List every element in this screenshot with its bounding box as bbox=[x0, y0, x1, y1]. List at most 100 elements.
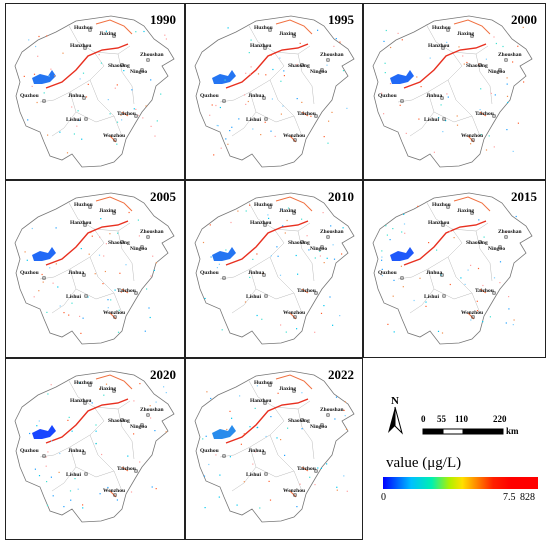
city-label-zhoushan: Zhoushan bbox=[140, 229, 164, 235]
city-marker bbox=[441, 293, 447, 299]
city-marker bbox=[299, 239, 305, 245]
city-label-quzhou: Quzhou bbox=[378, 270, 397, 276]
province-map bbox=[372, 15, 533, 168]
city-marker bbox=[399, 275, 405, 281]
panel-year: 2005 bbox=[150, 189, 176, 204]
city-label-huzhou: Huzhou bbox=[74, 202, 93, 208]
province-map bbox=[194, 15, 355, 168]
scale-tick-110: 110 bbox=[455, 414, 469, 424]
panel-year: 2000 bbox=[511, 12, 537, 27]
river-high bbox=[225, 398, 309, 444]
city-marker bbox=[133, 113, 139, 119]
city-marker bbox=[313, 290, 319, 296]
city-label-huzhou: Huzhou bbox=[254, 380, 273, 386]
city-label-jinhua: Jinhua bbox=[248, 93, 265, 99]
city-marker bbox=[491, 113, 497, 119]
city-marker bbox=[267, 204, 273, 210]
city-marker bbox=[503, 57, 509, 63]
city-marker bbox=[469, 210, 475, 216]
city-label-taizhou: Taizhou bbox=[475, 111, 494, 117]
city-label-wenzhou: Wenzhou bbox=[461, 310, 484, 316]
city-marker bbox=[139, 67, 145, 73]
city-marker bbox=[319, 422, 325, 428]
city-label-taizhou: Taizhou bbox=[297, 111, 316, 117]
city-label-hanzhou: Hanzhou bbox=[70, 43, 92, 49]
city-label-lishui: Lishui bbox=[66, 294, 81, 300]
city-label-wenzhou: Wenzhou bbox=[283, 133, 306, 139]
city-marker bbox=[119, 417, 125, 423]
city-label-hanzhou: Hanzhou bbox=[250, 43, 272, 49]
map-panel-1990: 1990 Huzhou Jiaxing Hanzhou Zhoushan Shaoxing… bbox=[5, 3, 185, 180]
panel-year: 2015 bbox=[511, 189, 537, 204]
city-marker bbox=[87, 382, 93, 388]
city-label-zhoushan: Zhoushan bbox=[140, 52, 164, 58]
city-marker bbox=[139, 422, 145, 428]
city-label-jiaxing: Jiaxing bbox=[457, 208, 475, 214]
city-marker bbox=[221, 98, 227, 104]
lake bbox=[32, 425, 56, 439]
city-label-ningbo: Ningbo bbox=[310, 424, 328, 430]
city-label-hanzhou: Hanzhou bbox=[70, 220, 92, 226]
city-marker bbox=[262, 400, 268, 406]
city-marker bbox=[263, 471, 269, 477]
city-label-shaoxing: Shaoxing bbox=[466, 240, 488, 246]
city-marker bbox=[41, 98, 47, 104]
city-label-quzhou: Quzhou bbox=[20, 448, 39, 454]
city-marker bbox=[470, 314, 476, 320]
lake bbox=[212, 425, 236, 439]
legend-frame bbox=[363, 358, 546, 540]
city-marker bbox=[112, 314, 118, 320]
city-marker bbox=[41, 275, 47, 281]
city-marker bbox=[145, 412, 151, 418]
city-marker bbox=[133, 290, 139, 296]
city-marker bbox=[261, 272, 267, 278]
city-marker bbox=[261, 95, 267, 101]
map-panel-2022: 2022 Huzhou Jiaxing Hanzhou Zhoushan Shaoxing… bbox=[185, 358, 363, 540]
city-marker bbox=[291, 210, 297, 216]
city-marker bbox=[139, 244, 145, 250]
city-marker bbox=[445, 204, 451, 210]
lake bbox=[212, 247, 236, 261]
lake bbox=[32, 70, 56, 84]
city-label-shaoxing: Shaoxing bbox=[288, 418, 310, 424]
panel-year: 2010 bbox=[328, 189, 354, 204]
city-marker bbox=[262, 222, 268, 228]
city-marker bbox=[299, 417, 305, 423]
city-marker bbox=[439, 95, 445, 101]
city-label-jiaxing: Jiaxing bbox=[457, 31, 475, 37]
city-label-jinhua: Jinhua bbox=[68, 93, 85, 99]
city-marker bbox=[477, 62, 483, 68]
city-label-huzhou: Huzhou bbox=[74, 380, 93, 386]
city-label-jiaxing: Jiaxing bbox=[99, 386, 117, 392]
city-marker bbox=[503, 234, 509, 240]
panel-year: 1995 bbox=[328, 12, 354, 27]
city-marker bbox=[145, 57, 151, 63]
city-marker bbox=[497, 244, 503, 250]
river-high bbox=[403, 220, 487, 266]
city-marker bbox=[87, 204, 93, 210]
city-label-hanzhou: Hanzhou bbox=[428, 220, 450, 226]
city-label-zhoushan: Zhoushan bbox=[498, 52, 522, 58]
city-marker bbox=[119, 62, 125, 68]
city-marker bbox=[262, 45, 268, 51]
city-marker bbox=[497, 67, 503, 73]
city-label-wenzhou: Wenzhou bbox=[283, 310, 306, 316]
city-label-jiaxing: Jiaxing bbox=[279, 208, 297, 214]
city-label-ningbo: Ningbo bbox=[488, 246, 506, 252]
city-label-wenzhou: Wenzhou bbox=[283, 488, 306, 494]
city-label-ningbo: Ningbo bbox=[310, 69, 328, 75]
city-marker bbox=[445, 27, 451, 33]
map-panel-2005: 2005 Huzhou Jiaxing Hanzhou Zhoushan Shaoxing… bbox=[5, 180, 185, 358]
city-label-taizhou: Taizhou bbox=[117, 288, 136, 294]
city-marker bbox=[319, 244, 325, 250]
city-marker bbox=[221, 453, 227, 459]
city-label-wenzhou: Wenzhou bbox=[103, 133, 126, 139]
city-marker bbox=[221, 275, 227, 281]
city-label-lishui: Lishui bbox=[66, 472, 81, 478]
city-label-ningbo: Ningbo bbox=[130, 69, 148, 75]
city-marker bbox=[81, 450, 87, 456]
city-marker bbox=[41, 453, 47, 459]
map-panel-2000: 2000 Huzhou Jiaxing Hanzhou Zhoushan Shaoxing… bbox=[363, 3, 546, 180]
city-marker bbox=[441, 116, 447, 122]
panel-year: 2020 bbox=[150, 367, 176, 382]
